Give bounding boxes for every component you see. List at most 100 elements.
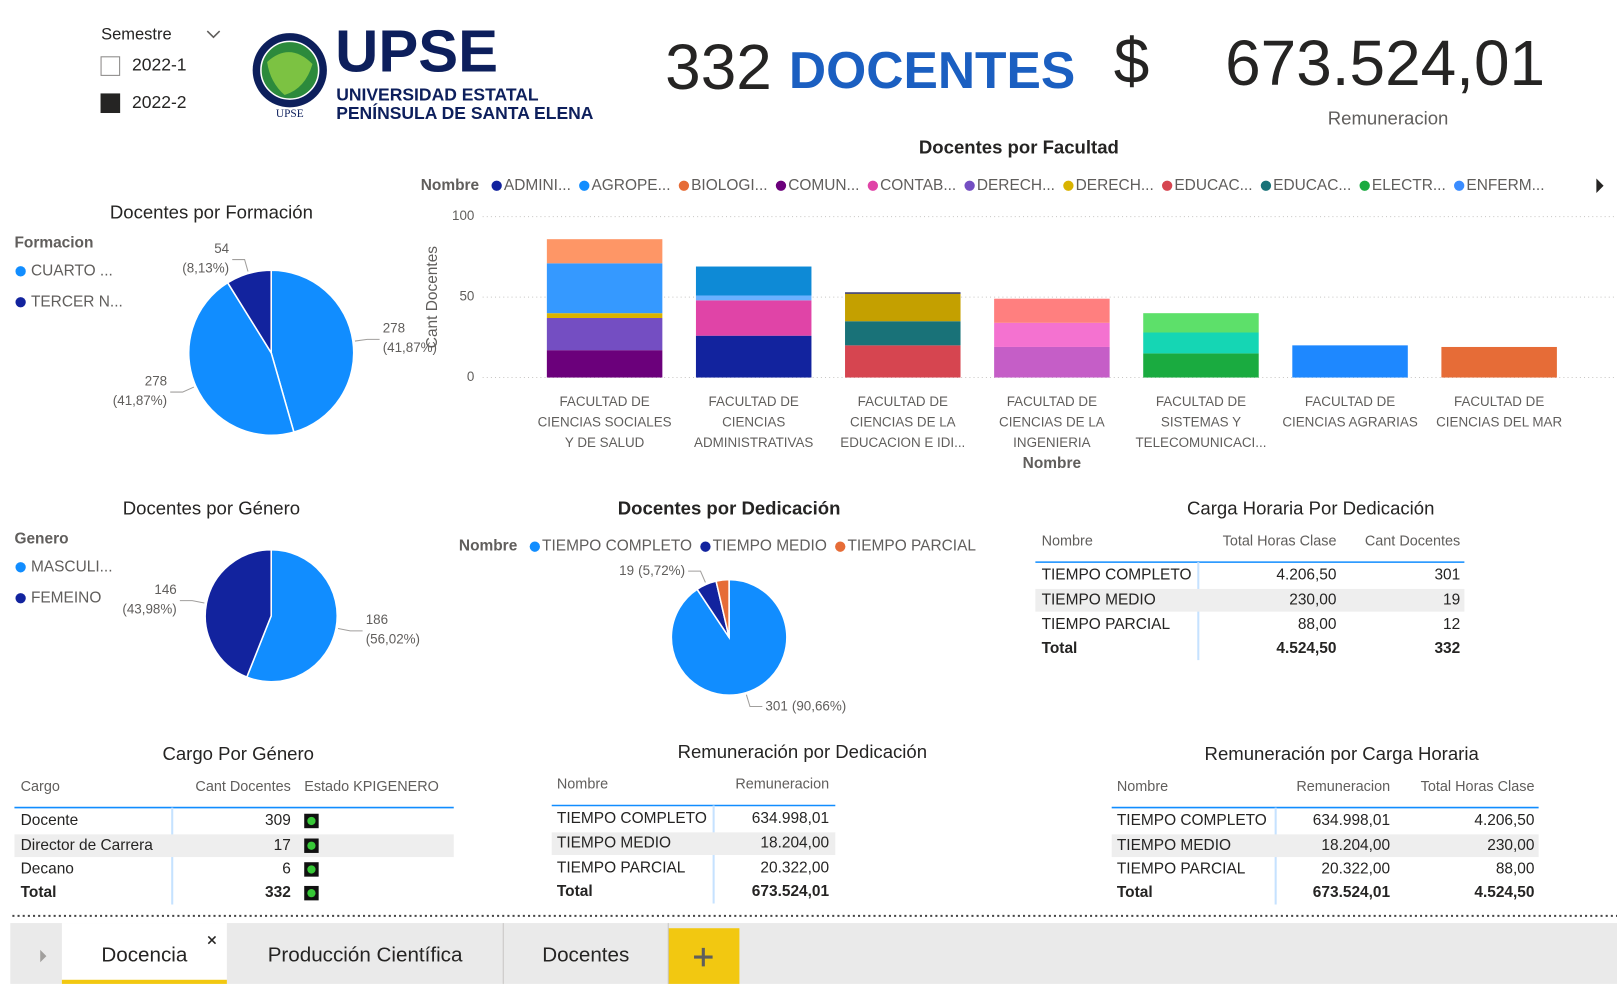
legend-item[interactable]: COMUN... (788, 177, 859, 194)
pie-slice[interactable] (715, 578, 730, 638)
y-axis-title: Cant Docentes (424, 246, 441, 348)
table-cell: 301 (1434, 567, 1460, 584)
chart-title: Docentes por Dedicación (618, 497, 841, 518)
table-header[interactable]: Total Horas Clase (1421, 779, 1535, 795)
legend-item[interactable]: TIEMPO PARCIAL (847, 538, 976, 555)
label-leader (170, 386, 195, 393)
table-header[interactable]: Nombre (557, 777, 608, 793)
legend-scroll-arrow[interactable] (1596, 178, 1604, 193)
data-label-percent: (5,72%) (638, 563, 685, 578)
table-header[interactable]: Cargo (21, 779, 60, 795)
legend-item[interactable]: AGROPE... (591, 177, 670, 194)
legend-dot (775, 180, 787, 191)
legend-item[interactable]: CONTAB... (880, 177, 956, 194)
table-header[interactable]: Remuneracion (1296, 779, 1390, 795)
bar-segment[interactable] (1143, 313, 1259, 333)
table-cell: 634.998,01 (752, 810, 829, 827)
legend-item[interactable]: FEMEINO (31, 589, 101, 606)
slicer-checkbox[interactable] (100, 56, 121, 76)
kpi-status-dot (307, 841, 316, 850)
legend-item[interactable]: BIOLOGI... (691, 177, 767, 194)
x-tick-label: INGENIERIA (1013, 435, 1090, 450)
bar-segment[interactable] (695, 300, 812, 336)
slicer-option[interactable]: 2022-2 (132, 92, 187, 112)
x-tick-label: CIENCIAS DE LA (999, 414, 1105, 429)
table-cell: 12 (1443, 616, 1460, 633)
table-header[interactable]: Estado KPIGENERO (304, 779, 439, 795)
pie-slice[interactable] (226, 269, 272, 356)
bar-segment[interactable] (1441, 346, 1557, 378)
table-cell: TIEMPO COMPLETO (557, 810, 707, 827)
legend-dot (1260, 180, 1272, 191)
table-row-band (551, 832, 836, 855)
table-header[interactable]: Nombre (1042, 533, 1093, 549)
label-leader (337, 628, 363, 632)
slicer-title: Semestre (101, 26, 172, 44)
slicer-chevron[interactable] (206, 30, 221, 39)
tab-label[interactable]: Docencia (101, 944, 187, 967)
slicer-checkbox[interactable] (100, 93, 121, 114)
table-header[interactable]: Remuneracion (735, 777, 829, 793)
tab-active-indicator (61, 979, 227, 984)
legend-item[interactable]: ELECTR... (1372, 177, 1446, 194)
bar-segment[interactable] (845, 292, 961, 294)
legend-dot (15, 593, 26, 604)
logo-line: UNIVERSIDAD ESTATAL (336, 85, 539, 105)
legend-item[interactable]: EDUCAC... (1273, 177, 1351, 194)
tab-label[interactable]: Producción Científica (268, 944, 463, 967)
legend-item[interactable]: TERCER N... (31, 293, 123, 310)
bar-segment[interactable] (1143, 332, 1259, 354)
table-header[interactable]: Cant Docentes (1365, 533, 1460, 549)
legend-dot (1063, 180, 1074, 191)
kpi-value: 332 (665, 31, 772, 103)
bar-segment[interactable] (695, 335, 812, 378)
bar-segment[interactable] (994, 346, 1110, 378)
table-cell: Director de Carrera (21, 837, 154, 854)
x-tick-label: TELECOMUNICACI... (1135, 435, 1266, 450)
x-tick-label: FACULTAD DE (1305, 394, 1395, 409)
pie-slice[interactable] (245, 548, 338, 683)
legend-item[interactable]: DERECH... (977, 177, 1055, 194)
legend-item[interactable]: EDUCAC... (1174, 177, 1252, 194)
tab-active[interactable] (61, 923, 227, 984)
bar-segment[interactable] (546, 318, 663, 351)
bar-segment[interactable] (845, 293, 961, 322)
bar-segment[interactable] (845, 345, 961, 378)
legend-item[interactable]: ENFERM... (1466, 177, 1544, 194)
legend-item[interactable]: ADMINI... (504, 177, 571, 194)
table-cell: TIEMPO PARCIAL (1117, 861, 1246, 878)
bar-segment[interactable] (546, 239, 663, 264)
bar-segment[interactable] (546, 350, 663, 378)
bar-segment[interactable] (1292, 345, 1408, 378)
legend-dot (678, 180, 690, 191)
bar-segment[interactable] (845, 321, 961, 346)
legend-dot (529, 541, 540, 552)
logo-name: UPSE (335, 18, 498, 85)
legend-item[interactable]: CUARTO ... (31, 262, 113, 279)
bar-segment[interactable] (994, 298, 1110, 323)
table-header[interactable]: Cant Docentes (195, 779, 290, 795)
table-cell: TIEMPO MEDIO (1042, 591, 1156, 608)
bar-segment[interactable] (1143, 353, 1259, 378)
legend-item[interactable]: DERECH... (1076, 177, 1154, 194)
bar-segment[interactable] (546, 263, 663, 314)
bar-segment[interactable] (695, 295, 812, 301)
pie-slice[interactable] (270, 269, 355, 434)
legend-item[interactable]: MASCULI... (31, 558, 113, 575)
table-header[interactable]: Total Horas Clase (1223, 533, 1337, 549)
legend-item[interactable]: TIEMPO MEDIO (713, 538, 827, 555)
tab-scroll-arrow[interactable] (40, 949, 47, 963)
slicer-option[interactable]: 2022-1 (132, 55, 187, 75)
bar-segment[interactable] (546, 313, 663, 319)
legend-item[interactable]: TIEMPO COMPLETO (542, 538, 692, 555)
bar-segment[interactable] (994, 322, 1110, 347)
tab-close[interactable] (207, 935, 217, 945)
tab-label[interactable]: Docentes (542, 944, 629, 967)
table-header[interactable]: Nombre (1117, 779, 1168, 795)
table-cell: 4.524,50 (1474, 884, 1534, 901)
pie-slice[interactable] (187, 281, 295, 437)
bar-segment[interactable] (695, 266, 812, 296)
pie-slice[interactable] (204, 548, 272, 679)
